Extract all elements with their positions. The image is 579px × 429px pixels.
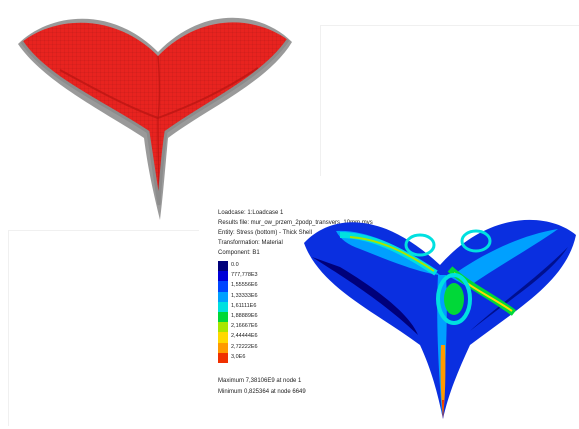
contour-band-right	[450, 229, 558, 287]
results-view: Loadcase: 1:Loadcase 1 Results file: mur…	[205, 195, 579, 429]
legend-label: 2,72222E6	[231, 343, 258, 350]
legend-label: 1,88889E6	[231, 312, 258, 319]
legend-swatch	[218, 281, 228, 292]
contour-tip-red	[442, 400, 444, 419]
legend-label: 2,44444E6	[231, 333, 258, 340]
contour-band-left	[336, 230, 440, 275]
contour-cyan-patch	[436, 273, 472, 325]
viewport-grid-left	[8, 230, 199, 426]
legend-swatch	[218, 332, 228, 343]
viewport-grid-right	[320, 25, 579, 176]
legend-label: 3,0E6	[231, 353, 246, 360]
component-label: Component: B1	[218, 250, 260, 256]
shell-mesh-render	[18, 17, 292, 221]
legend-label: 1,33333E6	[231, 292, 258, 299]
legend-label: 777,778E3	[231, 272, 258, 279]
legend-swatch	[218, 291, 228, 302]
legend-label: 2,16667E6	[231, 323, 258, 330]
legend-label: 0.0	[231, 262, 239, 268]
shell-central-crease	[157, 55, 161, 206]
legend-swatch	[218, 322, 228, 333]
legend-label: 1,55556E6	[231, 282, 258, 289]
contour-dark-region-right	[470, 247, 568, 331]
contour-ring-left	[404, 233, 436, 257]
minimum-label: Minimum 0,825364 at node 6649	[218, 389, 306, 395]
transformation-label: Transformation: Material	[218, 240, 283, 246]
legend-swatch	[218, 311, 228, 323]
legend-swatch	[218, 342, 228, 353]
legend-swatch	[218, 301, 228, 312]
shell-grey-rim	[20, 39, 290, 206]
legend-swatch	[218, 261, 228, 272]
contour-green-patch	[444, 283, 464, 315]
contour-streak-upper-left-core	[349, 236, 435, 272]
legend-swatch	[218, 352, 228, 363]
results-file-label: Results file: mur_ow_przem_2podp_transve…	[218, 220, 373, 226]
stress-contour-render	[304, 219, 576, 419]
contour-central-hot	[440, 345, 446, 417]
mesh-view	[0, 0, 321, 225]
loadcase-label: Loadcase: 1:Loadcase 1	[218, 210, 284, 216]
legend-label: 1,61111E6	[231, 302, 257, 309]
legend-swatch	[218, 271, 228, 282]
contour-ring-right	[460, 229, 492, 253]
maximum-label: Maximum 7,38106E9 at node 1	[218, 378, 302, 384]
entity-label: Entity: Stress (bottom) - Thick Shell	[218, 230, 312, 236]
shell-mesh-grid	[22, 22, 288, 205]
